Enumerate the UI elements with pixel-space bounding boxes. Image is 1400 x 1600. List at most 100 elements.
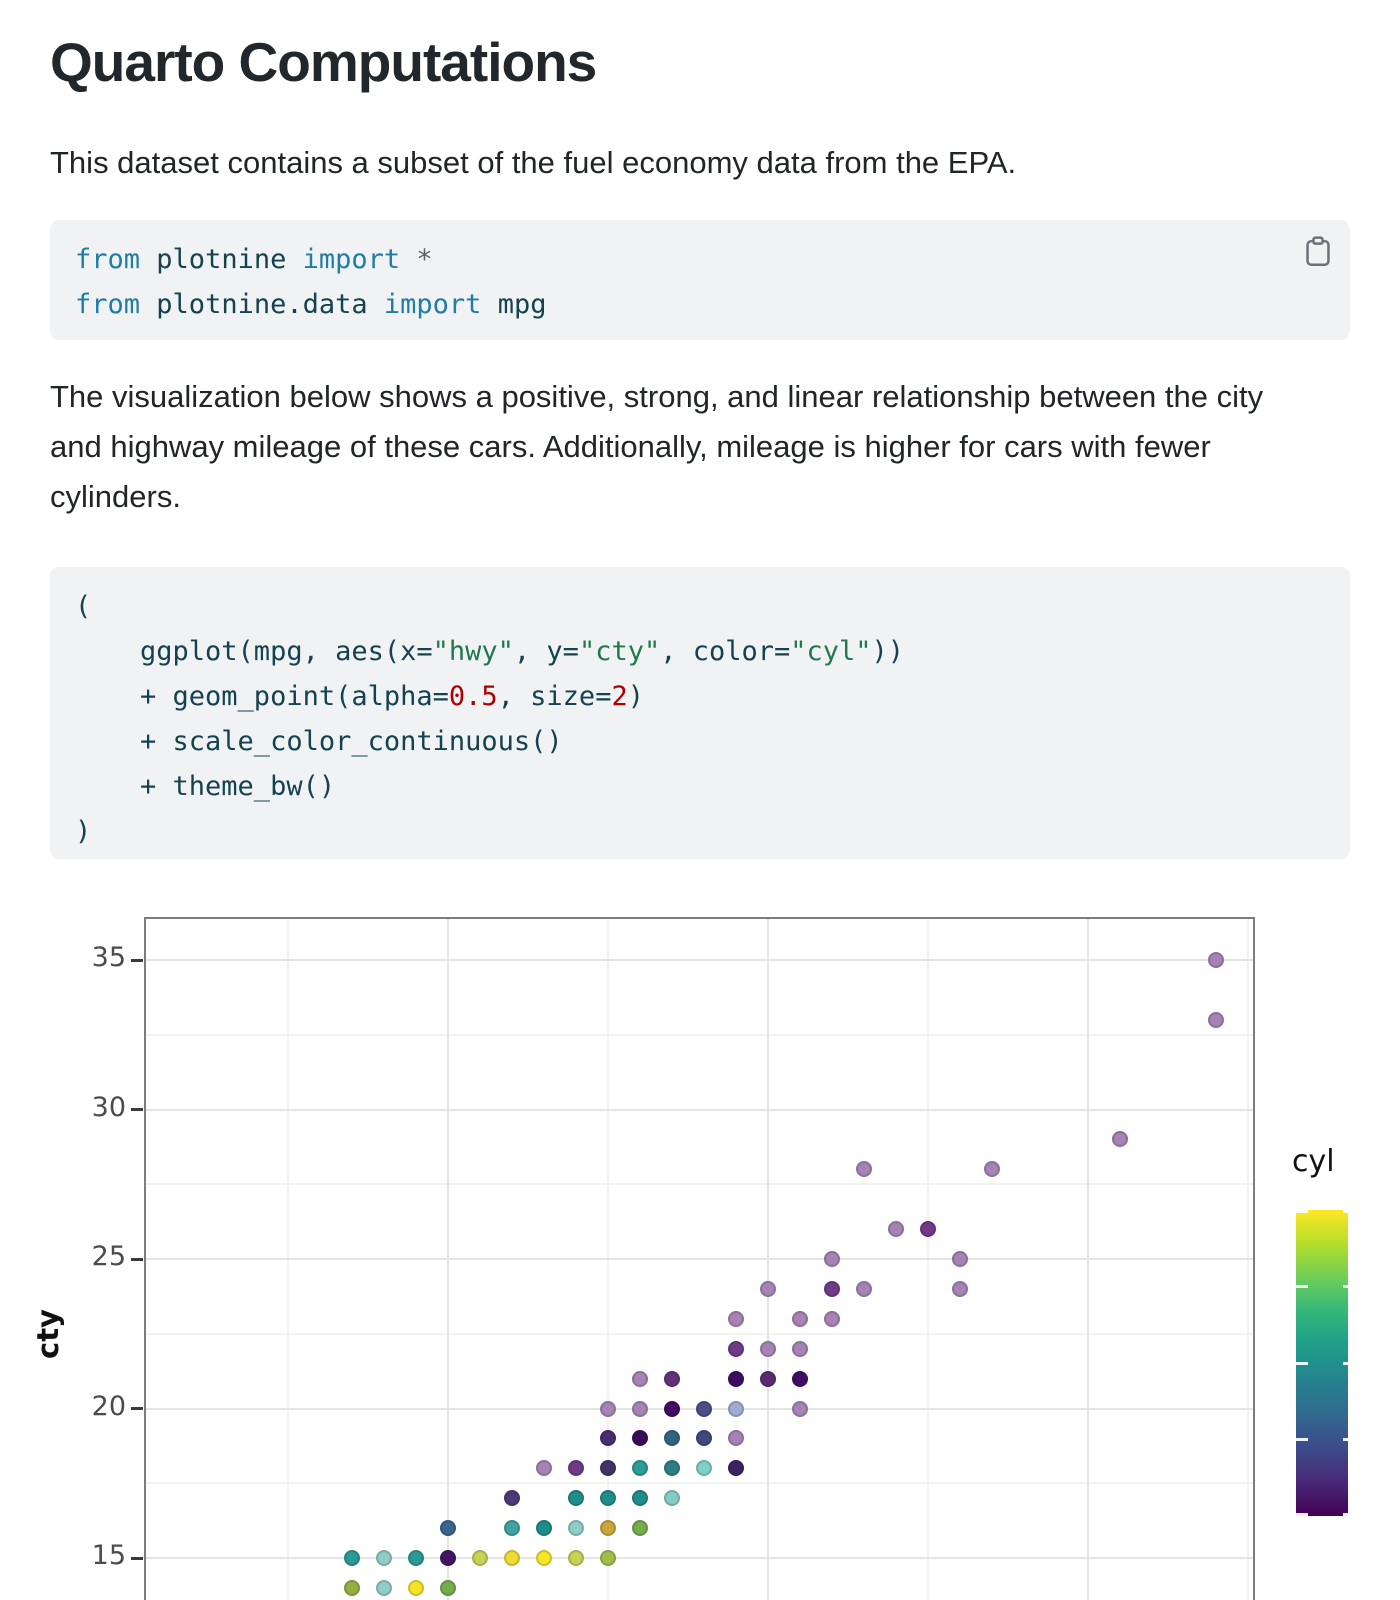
data-point xyxy=(536,1550,552,1566)
data-point xyxy=(344,1579,360,1596)
data-point xyxy=(632,1520,648,1537)
data-point xyxy=(792,1310,808,1327)
gridline-y-minor xyxy=(146,1033,1253,1036)
code-block-ggplot: ( ggplot(mpg, aes(x="hwy", y="cty", colo… xyxy=(50,567,1350,859)
data-point xyxy=(408,1550,424,1566)
data-point xyxy=(632,1370,648,1387)
code-ggplot-text: ( ggplot(mpg, aes(x="hwy", y="cty", colo… xyxy=(75,591,905,847)
copy-code-button[interactable] xyxy=(1300,232,1336,270)
data-point xyxy=(824,1251,840,1267)
body-paragraph: The visualization below shows a positive… xyxy=(50,379,1264,514)
scatter-plot-panel xyxy=(131,917,1255,1600)
data-point xyxy=(344,1550,360,1566)
colorbar-tick xyxy=(1296,1361,1308,1365)
data-point xyxy=(632,1430,648,1447)
y-axis-tick xyxy=(131,1407,143,1410)
data-point xyxy=(600,1400,616,1417)
colorbar-tick xyxy=(1343,1285,1348,1288)
data-point xyxy=(632,1400,648,1417)
y-tick-label: 20 xyxy=(91,1390,126,1422)
colorbar-tick xyxy=(1296,1285,1308,1288)
data-point xyxy=(440,1520,456,1537)
data-point xyxy=(568,1550,584,1566)
data-point xyxy=(472,1550,488,1566)
data-point xyxy=(824,1280,840,1297)
data-point xyxy=(1112,1131,1128,1148)
data-point xyxy=(952,1251,968,1267)
data-point xyxy=(984,1161,1000,1178)
data-point xyxy=(600,1490,616,1507)
gridline-y-minor xyxy=(146,1332,1253,1335)
data-point xyxy=(664,1400,680,1417)
colorbar-tick xyxy=(1296,1438,1308,1441)
data-point xyxy=(856,1280,872,1297)
data-point xyxy=(504,1490,520,1507)
colorbar-tick xyxy=(1296,1210,1308,1213)
colorbar-tick xyxy=(1343,1438,1348,1441)
code-imports-text: from plotnine import * from plotnine.data… xyxy=(75,244,547,320)
colorbar-tick xyxy=(1343,1210,1348,1213)
y-axis-tick xyxy=(131,1257,143,1261)
data-point xyxy=(504,1520,520,1537)
data-point xyxy=(728,1400,744,1417)
data-point xyxy=(536,1460,552,1477)
data-point xyxy=(728,1430,744,1447)
data-point xyxy=(856,1161,872,1178)
legend-title: cyl xyxy=(1292,1144,1335,1179)
y-axis-title: cty xyxy=(31,1309,65,1359)
data-point xyxy=(728,1460,744,1477)
gridline-y-minor xyxy=(146,1183,1253,1186)
viridis-colorbar xyxy=(1296,1210,1348,1516)
data-point xyxy=(888,1221,904,1238)
data-point xyxy=(664,1490,680,1507)
colorbar-tick xyxy=(1343,1361,1348,1365)
data-point xyxy=(632,1490,648,1507)
data-point xyxy=(408,1579,424,1596)
data-point xyxy=(504,1550,520,1566)
data-point xyxy=(600,1460,616,1477)
data-point xyxy=(792,1370,808,1387)
colorbar-tick xyxy=(1296,1513,1308,1516)
data-point xyxy=(664,1370,680,1387)
intro-paragraph: This dataset contains a subset of the fu… xyxy=(50,145,1017,180)
data-point xyxy=(728,1340,744,1357)
gridline-y-major xyxy=(146,1108,1253,1111)
data-point xyxy=(760,1340,776,1357)
data-point xyxy=(376,1579,392,1596)
y-tick-label: 25 xyxy=(91,1241,126,1272)
gridline-y-major xyxy=(146,1557,1253,1559)
data-point xyxy=(536,1520,552,1537)
clipboard-icon xyxy=(1302,236,1334,271)
gridline-y-minor xyxy=(146,1482,1253,1485)
data-point xyxy=(568,1460,584,1477)
data-point xyxy=(600,1430,616,1447)
data-point xyxy=(952,1280,968,1297)
data-point xyxy=(568,1490,584,1507)
data-point xyxy=(1208,952,1224,968)
data-point xyxy=(760,1280,776,1297)
code-block-imports: from plotnine import * from plotnine.data… xyxy=(50,220,1350,340)
data-point xyxy=(600,1520,616,1537)
y-axis-tick xyxy=(131,1108,143,1111)
data-point xyxy=(696,1460,712,1477)
data-point xyxy=(696,1430,712,1447)
data-point xyxy=(728,1310,744,1327)
data-point xyxy=(664,1430,680,1447)
y-tick-label: 15 xyxy=(91,1540,126,1571)
data-point xyxy=(1208,1011,1224,1028)
data-point xyxy=(792,1400,808,1417)
data-point xyxy=(440,1579,456,1596)
y-tick-label: 35 xyxy=(91,942,126,973)
data-point xyxy=(824,1310,840,1327)
gridline-y-major xyxy=(146,959,1253,961)
data-point xyxy=(568,1520,584,1537)
page-title: Quarto Computations xyxy=(50,31,597,93)
data-point xyxy=(696,1400,712,1417)
data-point xyxy=(376,1550,392,1566)
data-point xyxy=(632,1460,648,1477)
data-point xyxy=(760,1370,776,1387)
y-axis-tick xyxy=(131,1556,143,1560)
data-point xyxy=(664,1460,680,1477)
colorbar-tick xyxy=(1343,1513,1348,1516)
